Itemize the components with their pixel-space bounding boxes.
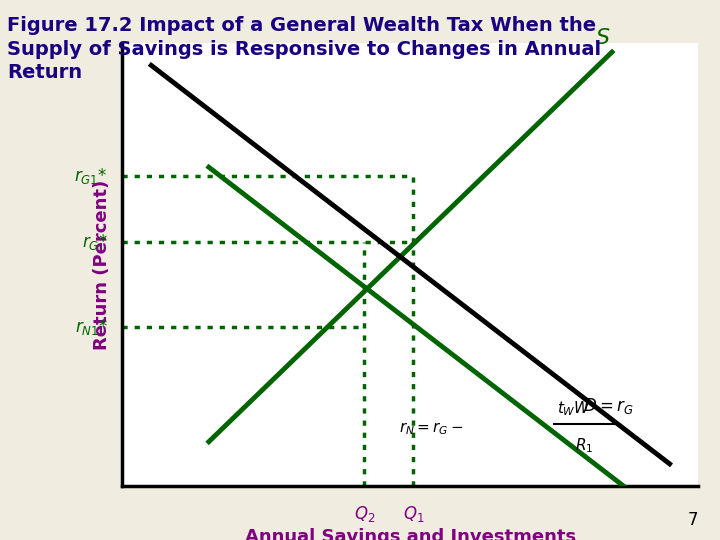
X-axis label: Annual Savings and Investments: Annual Savings and Investments: [245, 528, 576, 540]
Y-axis label: Return (Percent): Return (Percent): [94, 179, 112, 350]
Text: $R_1$: $R_1$: [575, 437, 593, 456]
Text: 7: 7: [688, 511, 698, 529]
Text: $S$: $S$: [595, 28, 610, 48]
Text: $Q_2$: $Q_2$: [354, 504, 375, 524]
Text: Figure 17.2 Impact of a General Wealth Tax When the
Supply of Savings is Respons: Figure 17.2 Impact of a General Wealth T…: [7, 16, 601, 82]
Text: $D = r_G$: $D = r_G$: [583, 396, 634, 416]
Text: $r_G$*: $r_G$*: [82, 232, 108, 253]
Text: $r_{G1}$*: $r_{G1}$*: [74, 166, 108, 186]
Text: $r_{N1}$*: $r_{N1}$*: [75, 316, 108, 336]
Text: $t_W W$: $t_W W$: [557, 399, 592, 418]
Text: $Q_1$: $Q_1$: [402, 504, 424, 524]
Text: $r_N = r_G -$: $r_N = r_G -$: [399, 420, 464, 437]
